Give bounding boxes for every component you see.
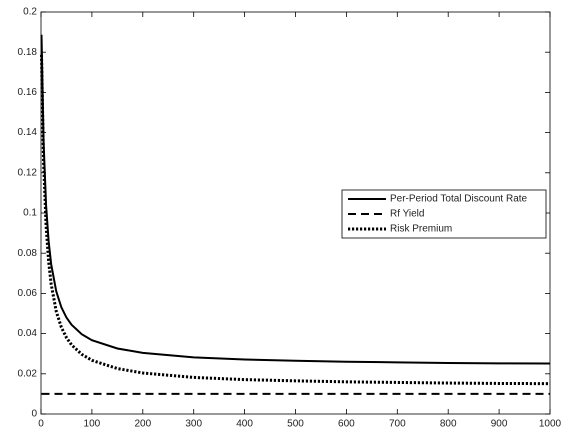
- x-tick-label: 300: [185, 419, 202, 430]
- y-tick-label: 0.16: [18, 87, 38, 98]
- y-tick-label: 0.04: [18, 328, 38, 339]
- legend: Per-Period Total Discount Rate Rf Yield Ri…: [341, 189, 547, 239]
- x-tick-label: 800: [440, 419, 457, 430]
- legend-label: Risk Premium: [390, 224, 452, 235]
- x-tick-label: 500: [287, 419, 304, 430]
- y-tick-label: 0.1: [23, 208, 37, 219]
- x-tick-label: 0: [38, 419, 44, 430]
- y-tick-label: 0.12: [18, 167, 38, 178]
- x-tick-label: 700: [389, 419, 406, 430]
- x-tick-label: 900: [491, 419, 508, 430]
- y-tick-label: 0.2: [23, 7, 37, 18]
- y-tick-label: 0.08: [18, 248, 38, 259]
- y-tick-label: 0.14: [18, 127, 38, 138]
- series-line: [40, 54, 551, 386]
- y-tick-label: 0: [31, 409, 37, 420]
- x-tick-label: 1000: [539, 419, 562, 430]
- series-line: [40, 34, 551, 365]
- x-tick-label: 600: [338, 419, 355, 430]
- y-tick-label: 0.06: [18, 288, 38, 299]
- y-tick-label: 0.18: [18, 47, 38, 58]
- legend-label: Rf Yield: [390, 209, 424, 220]
- y-tick-label: 0.02: [18, 368, 38, 379]
- legend-label: Per-Period Total Discount Rate: [390, 194, 528, 205]
- x-tick-label: 200: [134, 419, 151, 430]
- x-tick-label: 400: [236, 419, 253, 430]
- x-tick-label: 100: [84, 419, 101, 430]
